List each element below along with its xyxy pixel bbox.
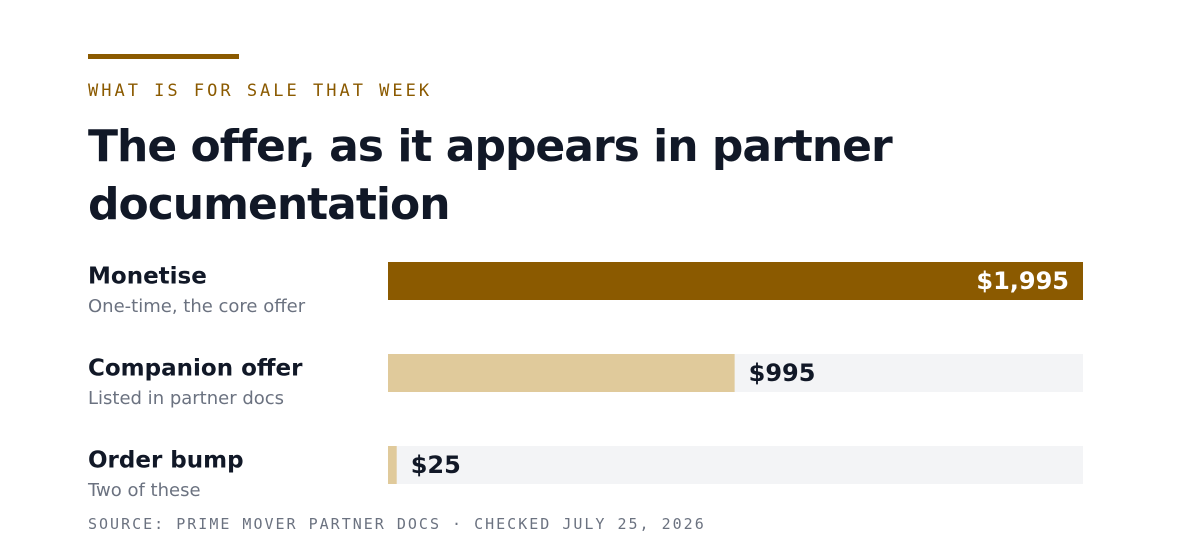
category-label: Order bump — [88, 448, 244, 474]
category-label: Companion offer — [88, 356, 303, 382]
value-label: $25 — [411, 451, 461, 479]
category-label: Monetise — [88, 264, 207, 290]
bar-track — [388, 446, 1083, 484]
value-label: $995 — [749, 359, 816, 387]
source-note: SOURCE: PRIME MOVER PARTNER DOCS · CHECK… — [88, 515, 706, 533]
bar — [388, 354, 735, 392]
accent-rule — [88, 54, 239, 59]
bar — [388, 262, 1083, 300]
category-subtitle: Listed in partner docs — [88, 388, 284, 409]
value-label: $1,995 — [976, 267, 1069, 295]
chart-title: The offer, as it appears in partner docu… — [88, 121, 893, 230]
bar — [388, 446, 397, 484]
category-subtitle: Two of these — [87, 480, 201, 501]
kicker: WHAT IS FOR SALE THAT WEEK — [88, 81, 433, 101]
category-subtitle: One-time, the core offer — [88, 296, 306, 317]
